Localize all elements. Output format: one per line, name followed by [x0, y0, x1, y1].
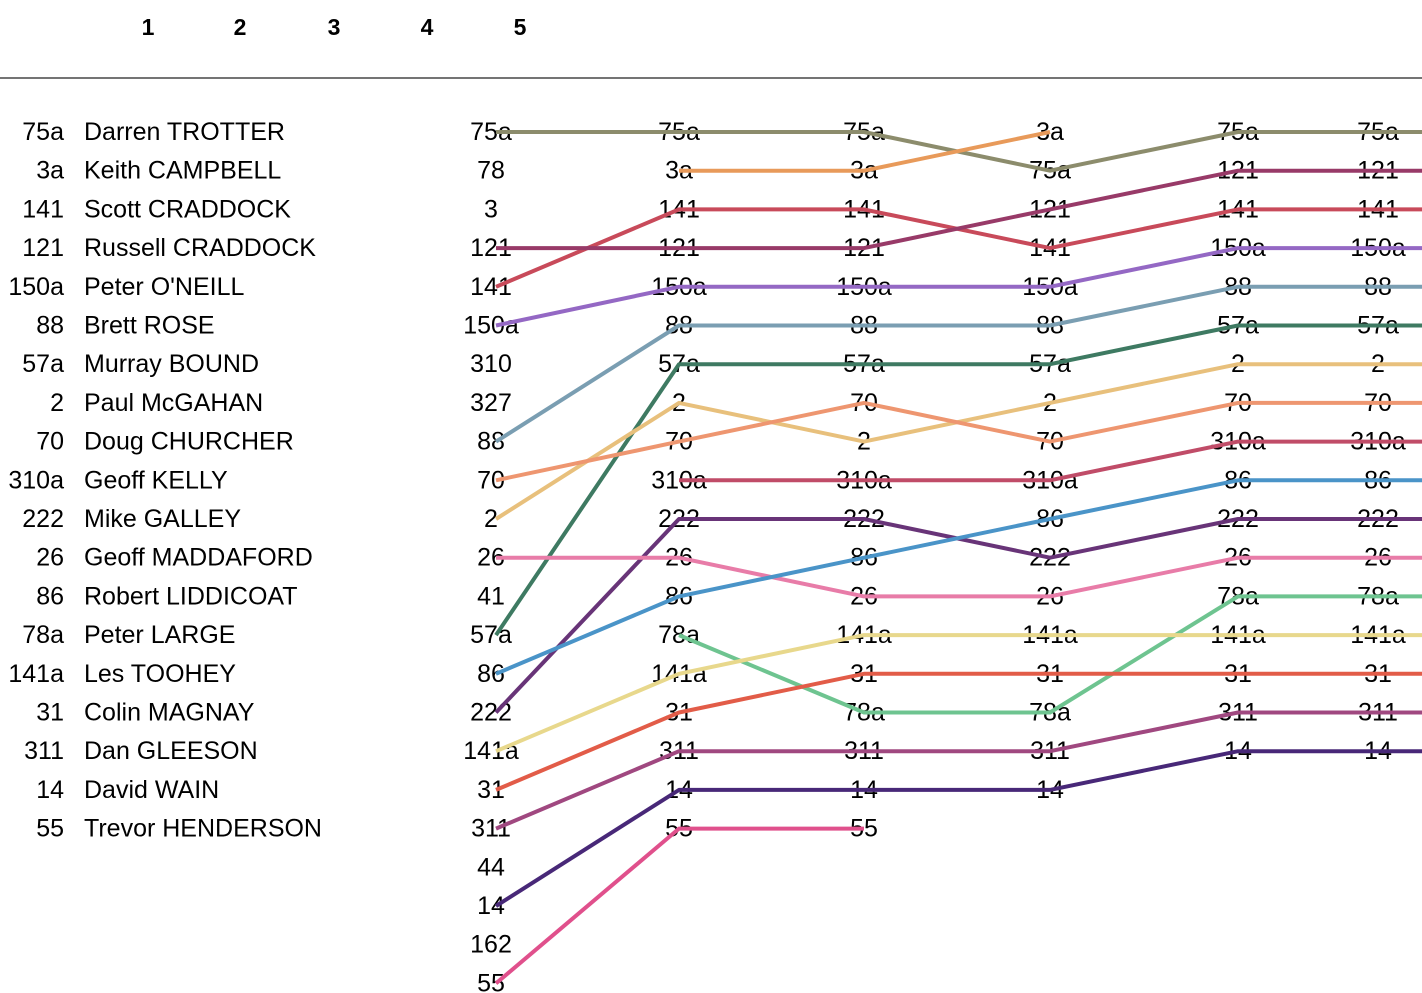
- entrant-name: Peter LARGE: [84, 621, 235, 649]
- position-label: 14: [477, 892, 505, 920]
- entrant-name: Darren TROTTER: [84, 118, 285, 146]
- entrant-name: Geoff KELLY: [84, 466, 228, 494]
- series-line: [495, 710, 1422, 831]
- entrant-name: Brett ROSE: [84, 312, 215, 340]
- position-label: 3: [484, 195, 498, 223]
- position-label: 41: [477, 582, 505, 610]
- position-label: 55: [477, 969, 505, 993]
- entrant-name: Doug CHURCHER: [84, 428, 294, 456]
- entrant-list: 75a Darren TROTTER 3a Keith CAMPBELL 141 Scot…: [8, 118, 322, 843]
- lap-header-label: 2: [234, 14, 247, 40]
- series-line: [495, 400, 1422, 483]
- series-line: [496, 555, 1422, 599]
- position-label: 141a: [463, 737, 519, 765]
- entrant-name: Dan GLEESON: [84, 737, 258, 765]
- position-label: 57a: [470, 621, 512, 649]
- series-line: [678, 594, 1422, 715]
- entrant-number: 150a: [8, 273, 64, 301]
- lap-header-label: 4: [421, 14, 434, 40]
- position-label: 44: [477, 853, 505, 881]
- lap-header-label: 5: [514, 14, 527, 40]
- entrant-name: Mike GALLEY: [84, 505, 241, 533]
- position-label: 150a: [463, 312, 519, 340]
- series-line: [495, 671, 1422, 792]
- position-label: 162: [470, 931, 512, 959]
- series-line: [679, 130, 1051, 173]
- entrant-name: David WAIN: [84, 776, 219, 804]
- series-line: [495, 246, 1422, 328]
- position-label: 2: [484, 505, 498, 533]
- series-line: [495, 633, 1422, 754]
- entrant-name: Paul McGAHAN: [84, 389, 263, 417]
- entrant-name: Trevor HENDERSON: [84, 815, 322, 843]
- entrant-number: 31: [36, 699, 64, 727]
- series-line: [679, 439, 1422, 483]
- entrant-name: Robert LIDDICOAT: [84, 582, 297, 610]
- series-line: [494, 323, 1422, 637]
- entrant-name: Keith CAMPBELL: [84, 157, 281, 185]
- series-line: [494, 826, 864, 985]
- entrant-number: 55: [36, 815, 64, 843]
- entrant-name: Russell CRADDOCK: [84, 234, 316, 262]
- entrant-number: 141a: [8, 660, 64, 688]
- entrant-name: Scott CRADDOCK: [84, 195, 291, 223]
- lap-header-label: 3: [328, 14, 341, 40]
- entrant-number: 86: [36, 582, 64, 610]
- entrant-name: Peter O'NEILL: [84, 273, 244, 301]
- series-line: [494, 284, 1422, 444]
- position-label: 141: [470, 273, 512, 301]
- entrant-number: 310a: [8, 466, 64, 494]
- entrant-number: 311: [24, 737, 64, 765]
- entrant-name: Geoff MADDAFORD: [84, 544, 313, 572]
- position-label: 327: [470, 389, 512, 417]
- entrant-number: 75a: [22, 118, 64, 146]
- entrant-name: Murray BOUND: [84, 350, 259, 378]
- series-line: [496, 168, 1422, 251]
- entrant-number: 14: [36, 776, 64, 804]
- entrant-number: 2: [50, 389, 64, 417]
- entrant-number: 222: [22, 505, 64, 533]
- entrant-number: 141: [22, 195, 64, 223]
- series-line: [494, 749, 1422, 908]
- lap-header-label: 1: [142, 14, 155, 40]
- entrant-name: Colin MAGNAY: [84, 699, 255, 727]
- entrant-number: 3a: [36, 157, 64, 185]
- position-label: 78: [477, 157, 505, 185]
- position-label: 310: [470, 350, 512, 378]
- lap-header: 1 2 3 4 5: [142, 14, 527, 40]
- entrant-number: 88: [36, 312, 64, 340]
- entrant-number: 57a: [22, 350, 64, 378]
- position-label: 88: [477, 428, 505, 456]
- position-label: 311: [471, 815, 511, 843]
- entrant-number: 78a: [22, 621, 64, 649]
- entrant-number: 26: [36, 544, 64, 572]
- entrant-number: 121: [22, 234, 64, 262]
- position-lines: [494, 130, 1422, 985]
- series-line: [495, 478, 1422, 676]
- entrant-name: Les TOOHEY: [84, 660, 236, 688]
- entrant-number: 70: [36, 428, 64, 456]
